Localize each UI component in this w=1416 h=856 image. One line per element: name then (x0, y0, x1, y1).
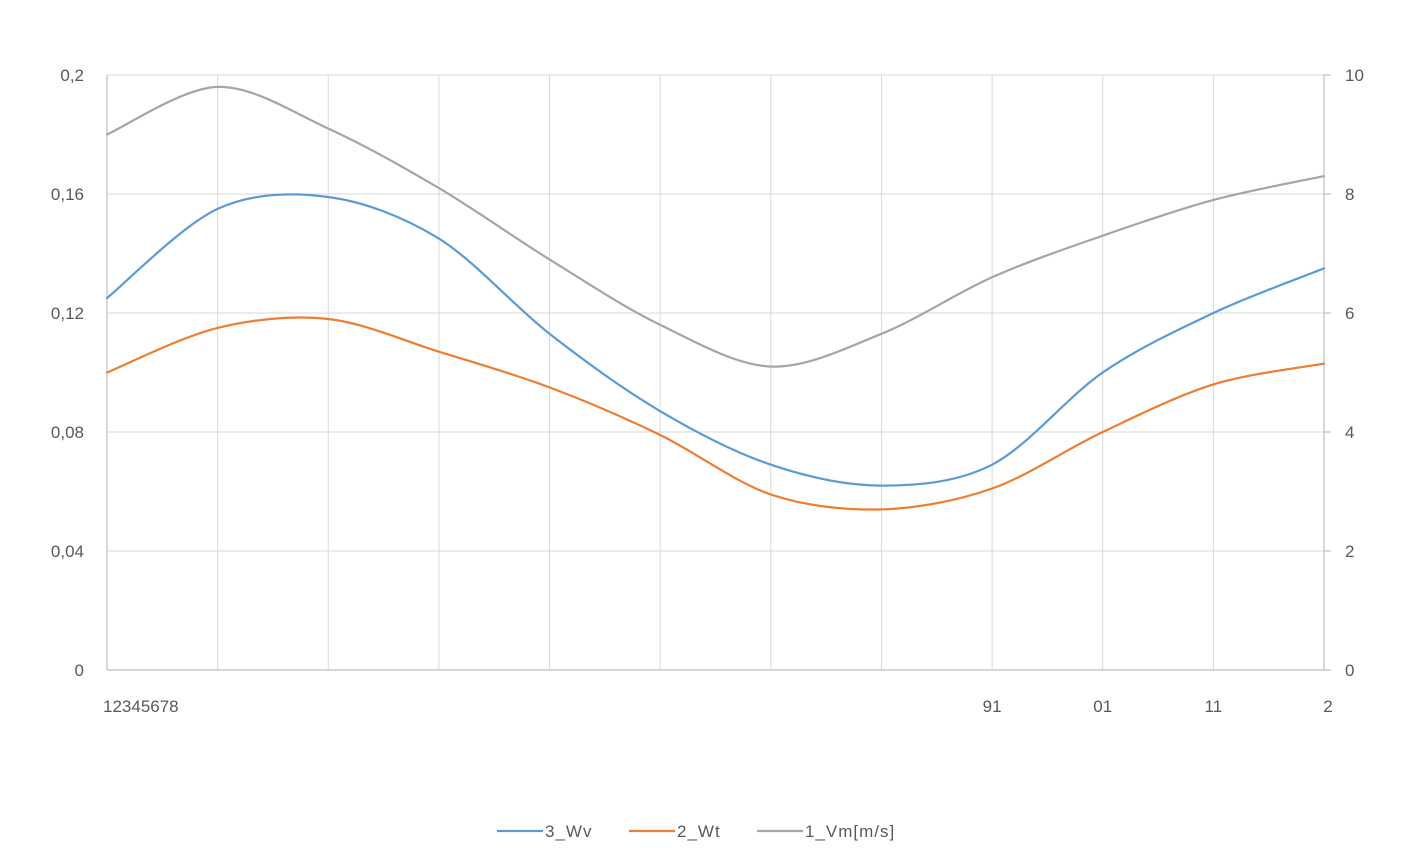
y-right-tick-label: 10 (1345, 66, 1364, 85)
y-left-tick-label: 0,08 (51, 423, 84, 442)
axes (106, 74, 1331, 671)
x-tick-label: 91 (983, 697, 1002, 716)
y-right-tick-label: 4 (1345, 423, 1354, 442)
y-right-tick-label: 0 (1345, 661, 1354, 680)
x-tick-label: 01 (1093, 697, 1112, 716)
tick-labels: 0 0 0,04 2 0,08 4 0,12 6 0,16 8 0,2 10 12345678 91 01 1… (51, 66, 1364, 716)
legend-label: 1_Vm[m/s] (805, 822, 895, 841)
x-tick-label: 12345678 (103, 697, 179, 716)
y-right-tick-label: 2 (1345, 542, 1354, 561)
series-line-1-vm-m-s- (105, 85, 1326, 368)
legend: 3_Wv 2_Wt 1_Vm[m/s] (497, 822, 895, 841)
y-right-tick-label: 8 (1345, 185, 1354, 204)
legend-label: 2_Wt (677, 822, 721, 841)
x-tick-label: 2 (1323, 697, 1332, 716)
legend-label: 3_Wv (545, 822, 592, 841)
series-line-2-wt (105, 316, 1326, 511)
series-lines (105, 85, 1326, 511)
series-line-3-wv (105, 193, 1326, 487)
y-left-tick-label: 0,16 (51, 185, 84, 204)
x-tick-label: 11 (1205, 697, 1223, 716)
y-right-tick-label: 6 (1345, 304, 1354, 323)
y-left-tick-label: 0,12 (51, 304, 84, 323)
y-left-tick-label: 0,04 (51, 542, 84, 561)
y-left-tick-label: 0 (75, 661, 84, 680)
y-left-tick-label: 0,2 (60, 66, 84, 85)
gridlines (107, 74, 1324, 670)
